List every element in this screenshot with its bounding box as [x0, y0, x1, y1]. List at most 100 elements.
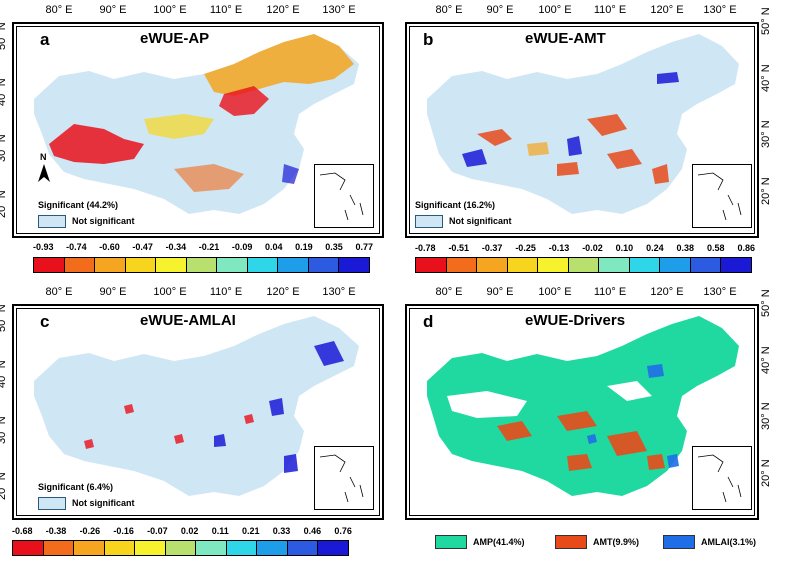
colorbar-tick-label: 0.02 [180, 526, 199, 536]
lon-tick-110: 110° E [593, 4, 627, 16]
lon-tick-120: 120° E [650, 286, 684, 298]
lat-tick-30: 30° N [0, 134, 8, 162]
panel-title: eWUE-AMLAI [140, 312, 236, 329]
china-landmass [34, 316, 359, 496]
colorbar-tick-label: -0.07 [147, 526, 168, 536]
lat-tick-40: 40° N [0, 360, 8, 388]
map-frame-c [12, 304, 384, 520]
amt-patches [497, 411, 665, 471]
lon-tick-110: 110° E [209, 4, 243, 16]
colorbar-segment [43, 541, 75, 555]
legend-amt: AMT(9.9%) [555, 535, 639, 549]
lat-tick-40: 40° N [760, 64, 772, 92]
colorbar-tick-label: 0.38 [676, 243, 695, 253]
panel-letter: d [423, 312, 434, 331]
panel-title: eWUE-AP [140, 30, 210, 47]
lat-tick-20: 20° N [760, 459, 772, 487]
lat-tick-50: 50° N [0, 22, 8, 50]
colorbar-tick-label: 0.86 [737, 243, 755, 253]
lon-tick-80: 80° E [435, 286, 463, 298]
china-map-d [427, 316, 739, 496]
lon-tick-100: 100° E [538, 4, 572, 16]
legend-swatch-amt [555, 535, 587, 549]
colorbar-segment [156, 258, 187, 272]
orange-zone-north [204, 34, 354, 96]
colorbar-a [33, 257, 370, 273]
south-china-sea-inset [692, 164, 752, 228]
lon-tick-100: 100° E [153, 4, 187, 16]
north-arrow-icon [38, 164, 50, 182]
colorbar-segment [339, 258, 370, 272]
colorbar-tick-label: -0.02 [582, 243, 603, 253]
lon-tick-100: 100° E [538, 286, 572, 298]
amlai-patches [587, 364, 679, 468]
colorbar-segment [507, 258, 539, 272]
colorbar-segment [34, 258, 65, 272]
blue-patches [214, 341, 344, 473]
blue-patches [462, 72, 679, 167]
legend-amp: AMP(41.4%) [435, 535, 525, 549]
colorbar-tick-label: 0.21 [242, 526, 260, 536]
lon-tick-120: 120° E [650, 4, 684, 16]
lon-tick-110: 110° E [593, 286, 627, 298]
colorbar-tick-label: -0.34 [165, 242, 187, 252]
colorbar-segment [477, 258, 508, 272]
lon-tick-130: 130° E [322, 286, 356, 298]
amp-region [427, 316, 739, 496]
lat-tick-20: 20° N [760, 177, 772, 205]
yellow-zone [144, 114, 214, 139]
lat-tick-30: 30° N [760, 120, 772, 148]
china-map-c [34, 316, 359, 496]
colorbar-segment [278, 258, 309, 272]
lat-tick-50: 50° N [0, 304, 8, 332]
lon-tick-80: 80° E [435, 4, 463, 16]
not-significant-swatch [38, 497, 66, 510]
colorbar-segment [721, 258, 752, 272]
lon-tick-130: 130° E [703, 286, 737, 298]
colorbar-segment [125, 258, 157, 272]
colorbar-segment [95, 258, 126, 272]
colorbar-segment [629, 258, 661, 272]
panel-c: 80° E 90° E 100° E 110° E 120° E 130° E … [0, 282, 390, 563]
panel-b: 80° E 90° E 100° E 110° E 120° E 130° E … [395, 0, 785, 280]
red-patches [477, 114, 669, 184]
lat-tick-30: 30° N [0, 416, 8, 444]
north-arrow: N [38, 152, 50, 182]
lat-tick-40: 40° N [760, 346, 772, 374]
legend-swatch-amlai [663, 535, 695, 549]
colorbar-tick-label: -0.25 [515, 243, 536, 253]
map-frame-b [405, 22, 759, 238]
inset-map [697, 454, 742, 503]
colorbar-segment [538, 258, 569, 272]
colorbar-tick-label: 0.77 [355, 242, 373, 252]
blue-zone-coast [282, 164, 299, 184]
not-significant-label: Not significant [449, 216, 512, 226]
lat-tick-20: 20° N [0, 472, 8, 500]
map-frame-d [405, 304, 759, 520]
panel-title: eWUE-AMT [525, 30, 606, 47]
inset-map [697, 172, 742, 221]
colorbar-tick-label: -0.51 [448, 243, 469, 253]
orange-patches [527, 142, 549, 156]
colorbar-segment [165, 541, 197, 555]
colorbar-tick-label: 0.46 [303, 526, 322, 536]
panel-title: eWUE-Drivers [525, 312, 626, 329]
colorbar-tick-label: -0.16 [113, 526, 134, 536]
colorbar-segment [64, 258, 96, 272]
inset-map [319, 172, 364, 221]
lon-tick-110: 110° E [209, 286, 243, 298]
colorbar-tick-label: -0.78 [415, 243, 436, 253]
not-significant-label: Not significant [72, 216, 135, 226]
orange-zone-south [174, 164, 244, 192]
south-china-sea-inset [314, 446, 374, 510]
colorbar-segment [196, 541, 227, 555]
colorbar-tick-label: 0.76 [334, 526, 352, 536]
colorbar-b [415, 257, 752, 273]
colorbar-tick-label: 0.11 [211, 526, 229, 536]
colorbar-segment [318, 541, 349, 555]
colorbar-tick-label: -0.26 [79, 526, 101, 536]
red-zone-north [219, 86, 269, 116]
legend-swatch-amp [435, 535, 467, 549]
colorbar-segment [599, 258, 630, 272]
lon-tick-100: 100° E [153, 286, 187, 298]
